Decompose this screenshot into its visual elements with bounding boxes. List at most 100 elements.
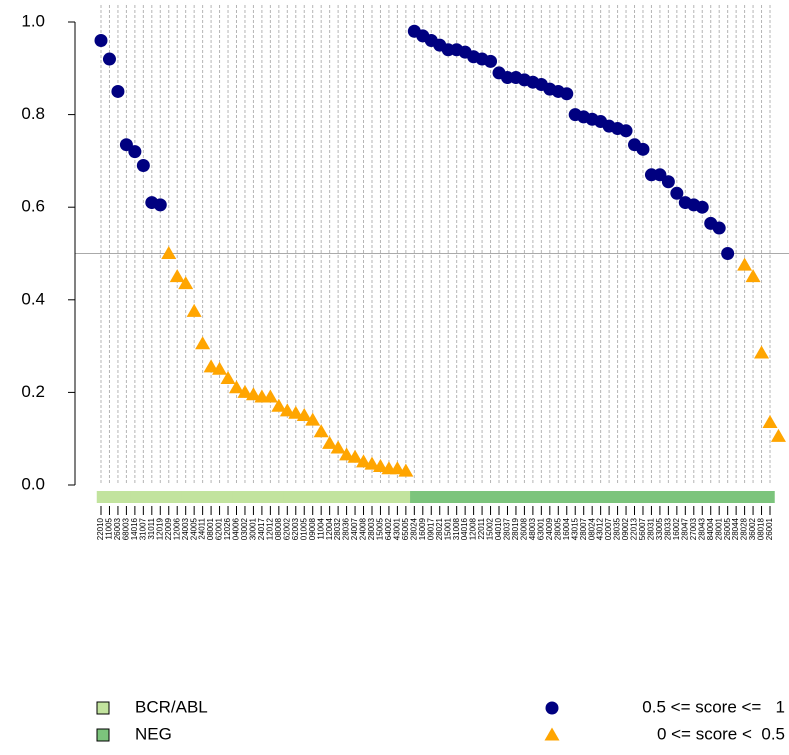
group-bar-cell	[215, 491, 225, 503]
x-tick-label: 33005	[655, 517, 664, 540]
group-bar-cell	[672, 491, 682, 503]
point	[619, 124, 633, 138]
group-bar-cell	[189, 491, 199, 503]
point	[762, 414, 778, 428]
x-tick-label: 16004	[562, 517, 571, 540]
y-tick-label: 0.4	[21, 289, 45, 308]
group-bar-cell	[765, 491, 775, 503]
legend-label: 0 <= score < 0.5	[657, 724, 785, 743]
x-tick-label: 12004	[325, 517, 334, 540]
x-tick-label: 24008	[359, 517, 368, 540]
x-tick-label: 12012	[265, 517, 274, 540]
group-bar-cell	[410, 491, 420, 503]
x-tick-label: 28021	[435, 517, 444, 540]
group-bar-cell	[689, 491, 699, 503]
point	[398, 463, 414, 477]
point	[111, 84, 125, 98]
x-tick-label: 04016	[460, 517, 469, 540]
x-tick-label: 62003	[291, 517, 300, 540]
x-tick-label: 27003	[689, 517, 698, 540]
x-tick-label: 28043	[697, 517, 706, 540]
point	[484, 54, 498, 68]
x-tick-label: 08024	[587, 517, 596, 540]
y-tick-label: 0.2	[21, 382, 45, 401]
x-tick-label: 31011	[147, 517, 156, 539]
point	[721, 247, 735, 260]
x-tick-label: 28031	[647, 517, 656, 540]
legend-swatch	[96, 728, 110, 742]
x-tick-label: 64002	[384, 517, 393, 540]
x-tick-label: 26003	[113, 517, 122, 540]
point	[339, 447, 355, 461]
group-bar-cell	[554, 491, 564, 503]
group-bar-cell	[376, 491, 386, 503]
group-bar-cell	[325, 491, 335, 503]
group-bar-cell	[172, 491, 182, 503]
group-bar-cell	[731, 491, 741, 503]
point	[271, 398, 287, 412]
group-bar-cell	[300, 491, 309, 503]
group-bar-cell	[249, 491, 259, 503]
group-bar-cell	[486, 491, 496, 503]
point	[661, 175, 675, 189]
x-tick-label: 15001	[443, 517, 452, 540]
point	[102, 52, 116, 66]
group-bar-cell	[257, 491, 267, 503]
x-tick-label: 65005	[401, 517, 410, 540]
point	[94, 34, 108, 48]
x-tick-label: 22010	[96, 517, 105, 540]
point	[296, 408, 312, 422]
x-tick-label: 28007	[579, 517, 588, 540]
group-bar-cell	[621, 491, 631, 503]
x-tick-label: 24005	[189, 517, 198, 540]
point	[322, 435, 338, 449]
x-tick-label: 04006	[232, 517, 241, 540]
group-bar-cell	[350, 491, 360, 503]
group-bar-cell	[130, 491, 140, 503]
point	[153, 198, 167, 212]
group-bar-cell	[266, 491, 276, 503]
x-tick-label: 56007	[638, 517, 647, 540]
point	[262, 389, 278, 403]
point	[636, 142, 650, 156]
x-tick-label: 01005	[299, 517, 308, 540]
x-tick-label: 09002	[621, 517, 630, 540]
group-bar-cell	[647, 491, 657, 503]
x-tick-label: 09017	[426, 517, 435, 540]
group-bar-cell	[579, 491, 589, 503]
point	[288, 405, 304, 419]
x-tick-label: 14016	[130, 517, 139, 540]
x-tick-label: 31007	[138, 517, 147, 540]
group-bar-cell	[545, 491, 555, 503]
point	[670, 186, 684, 200]
point	[372, 458, 388, 472]
point	[330, 440, 346, 454]
point	[560, 87, 574, 101]
x-tick-label: 28024	[409, 517, 418, 540]
point	[186, 303, 202, 317]
group-bar-cell	[511, 491, 521, 503]
x-tick-label: 24011	[198, 517, 207, 539]
x-tick-label: 28036	[342, 517, 351, 540]
group-bar-cell	[630, 491, 640, 503]
x-tick-label: 48003	[528, 517, 537, 540]
x-tick-label: 30001	[249, 517, 258, 540]
legend-swatch	[96, 701, 110, 715]
group-bar-cell	[291, 491, 301, 503]
group-bar-cell	[418, 491, 428, 503]
group-bar-cell	[283, 491, 293, 503]
group-bar-cell	[537, 491, 547, 503]
point	[754, 345, 770, 359]
group-bar-cell	[393, 491, 403, 503]
x-tick-label: 68003	[122, 517, 131, 540]
legend-label: 0.5 <= score <= 1	[642, 697, 785, 716]
point	[220, 371, 236, 385]
group-bar-cell	[113, 491, 123, 503]
x-tick-label: 36002	[748, 517, 757, 540]
x-tick-label: 15002	[486, 517, 495, 540]
point	[695, 200, 709, 214]
x-tick-label: 22013	[630, 517, 639, 540]
x-tick-label: 22011	[477, 517, 486, 539]
x-tick-label: 11004	[316, 517, 325, 539]
